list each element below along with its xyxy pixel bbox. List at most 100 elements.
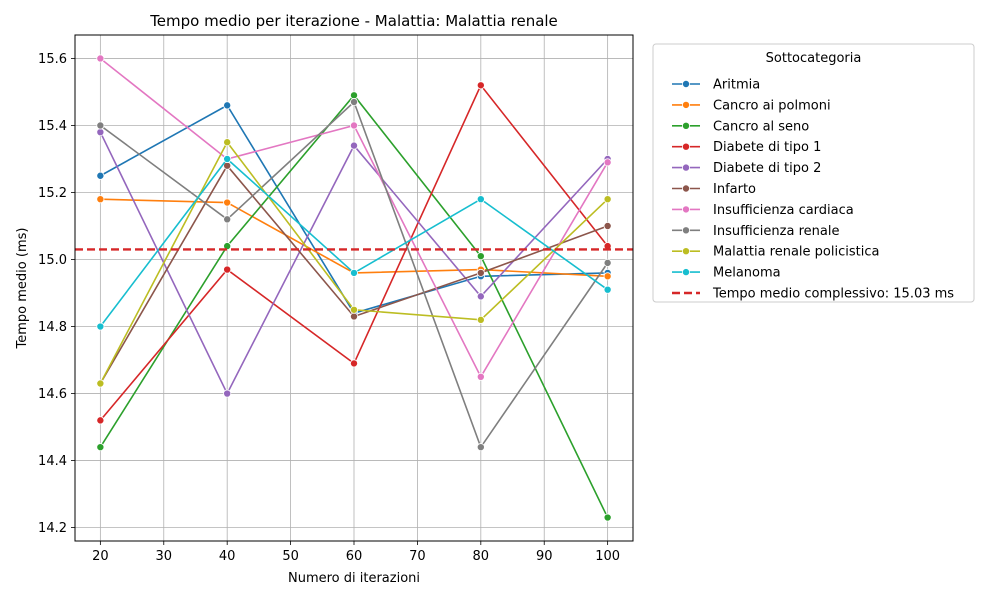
legend-label: Cancro ai polmoni — [713, 98, 831, 113]
data-point — [96, 128, 105, 137]
x-tick-label: 80 — [473, 549, 490, 564]
data-point — [603, 195, 612, 204]
x-tick-label: 100 — [595, 549, 620, 564]
data-point — [223, 242, 232, 251]
y-tick-label: 15.6 — [38, 52, 67, 67]
data-point — [223, 389, 232, 398]
data-point — [603, 285, 612, 294]
legend-item: Melanoma — [672, 266, 781, 281]
legend-item: Aritmia — [672, 78, 760, 93]
data-point — [96, 322, 105, 331]
series-layer — [96, 54, 612, 522]
legend-marker — [682, 205, 691, 214]
series-diabete-di-tipo-1 — [96, 81, 612, 425]
legend-label: Infarto — [713, 182, 756, 197]
data-point — [603, 222, 612, 231]
data-point — [349, 98, 358, 107]
data-point — [476, 292, 485, 301]
legend-label: Insufficienza cardiaca — [713, 203, 854, 218]
y-axis-label: Tempo medio (ms) — [15, 228, 30, 350]
series-cancro-al-seno — [96, 91, 612, 522]
legend-title: Sottocategoria — [766, 51, 862, 66]
legend-item: Diabete di tipo 1 — [672, 140, 821, 155]
data-point — [223, 154, 232, 163]
data-point — [603, 158, 612, 167]
legend-item: Insufficienza renale — [672, 224, 839, 239]
data-point — [96, 379, 105, 388]
legend-box — [652, 43, 975, 303]
legend-marker — [682, 100, 691, 109]
legend-label: Diabete di tipo 2 — [713, 161, 821, 176]
data-point — [223, 198, 232, 207]
x-tick-label: 30 — [155, 549, 172, 564]
data-point — [349, 141, 358, 150]
chart-title: Tempo medio per iterazione - Malattia: M… — [149, 12, 558, 30]
data-point — [223, 215, 232, 224]
series-malattia-renale-policistica — [96, 138, 612, 388]
legend-item: Diabete di tipo 2 — [672, 161, 821, 176]
data-point — [349, 91, 358, 100]
legend-item: Insufficienza cardiaca — [672, 203, 854, 218]
legend-item: Malattia renale policistica — [672, 245, 879, 260]
y-tick-label: 15.2 — [38, 186, 67, 201]
data-point — [476, 195, 485, 204]
legend-label: Insufficienza renale — [713, 224, 839, 239]
data-point — [349, 305, 358, 314]
y-tick-label: 14.6 — [38, 387, 67, 402]
legend: Sottocategoria Aritmia Cancro ai polmoni C… — [652, 43, 975, 303]
y-tick-label: 15.0 — [38, 253, 67, 268]
legend-label: Aritmia — [713, 78, 760, 93]
legend-marker — [682, 142, 691, 151]
data-point — [476, 372, 485, 381]
legend-item: Cancro al seno — [672, 119, 809, 134]
grid-layer — [75, 35, 633, 541]
series-melanoma — [96, 154, 612, 331]
data-point — [603, 258, 612, 267]
x-tick-label: 20 — [92, 549, 109, 564]
data-point — [349, 268, 358, 277]
series-insufficienza-renale — [96, 98, 612, 452]
data-point — [349, 359, 358, 368]
legend-marker — [682, 268, 691, 277]
data-point — [96, 121, 105, 130]
legend-label: Diabete di tipo 1 — [713, 140, 821, 155]
data-point — [603, 272, 612, 281]
data-point — [349, 121, 358, 130]
y-tick-label: 14.4 — [38, 454, 67, 469]
data-point — [96, 171, 105, 180]
data-point — [476, 315, 485, 324]
data-point — [96, 416, 105, 425]
legend-item: Cancro ai polmoni — [672, 98, 831, 113]
data-point — [96, 195, 105, 204]
data-point — [96, 443, 105, 452]
legend-marker — [682, 247, 691, 256]
x-tick-label: 90 — [536, 549, 553, 564]
legend-items: Aritmia Cancro ai polmoni Cancro al seno Di… — [672, 78, 954, 302]
x-tick-label: 50 — [282, 549, 299, 564]
data-point — [223, 101, 232, 110]
x-tick-label: 60 — [346, 549, 363, 564]
ticks-layer: 20 30 40 50 60 70 80 90 100 14.2 14.4 14.6 14.8 15.0 1… — [38, 52, 620, 564]
legend-label: Malattia renale policistica — [713, 245, 879, 260]
data-point — [476, 81, 485, 90]
x-axis-label: Numero di iterazioni — [288, 571, 420, 586]
legend-marker — [682, 121, 691, 130]
data-point — [476, 268, 485, 277]
legend-label: Tempo medio complessivo: 15.03 ms — [712, 287, 954, 302]
data-point — [223, 265, 232, 274]
data-point — [349, 312, 358, 321]
legend-label: Cancro al seno — [713, 119, 809, 134]
legend-marker — [682, 163, 691, 172]
y-tick-label: 14.2 — [38, 521, 67, 536]
legend-marker — [682, 226, 691, 235]
legend-marker — [682, 80, 691, 89]
x-tick-label: 70 — [409, 549, 426, 564]
data-point — [476, 252, 485, 261]
x-tick-label: 40 — [219, 549, 236, 564]
data-point — [603, 513, 612, 522]
data-point — [476, 443, 485, 452]
data-point — [96, 54, 105, 63]
data-point — [223, 138, 232, 147]
legend-label: Melanoma — [713, 266, 781, 281]
